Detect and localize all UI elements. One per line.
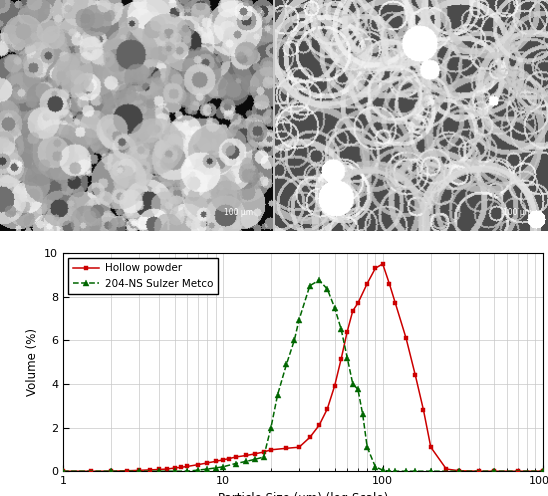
Hollow powder (372, 265, 379, 271)
Hollow powder (156, 466, 163, 472)
204-NS Sulzer Metco (350, 381, 356, 387)
204-NS Sulzer Metco (60, 468, 66, 474)
Hollow powder (364, 281, 370, 287)
204-NS Sulzer Metco (392, 468, 398, 474)
Hollow powder (491, 468, 498, 474)
204-NS Sulzer Metco (184, 468, 191, 474)
Hollow powder (355, 300, 361, 306)
204-NS Sulzer Metco (172, 468, 178, 474)
Hollow powder (350, 308, 356, 314)
Text: 100 μm: 100 μm (503, 208, 533, 217)
204-NS Sulzer Metco (275, 392, 281, 398)
204-NS Sulzer Metco (212, 465, 219, 471)
Text: 100 μm: 100 μm (224, 208, 253, 217)
Y-axis label: Volume (%): Volume (%) (26, 328, 38, 396)
204-NS Sulzer Metco (324, 286, 330, 292)
204-NS Sulzer Metco (539, 468, 546, 474)
Hollow powder (296, 444, 302, 450)
204-NS Sulzer Metco (260, 454, 267, 460)
Hollow powder (427, 444, 434, 450)
Hollow powder (344, 328, 351, 334)
204-NS Sulzer Metco (427, 468, 434, 474)
Hollow powder (316, 423, 322, 429)
204-NS Sulzer Metco (355, 386, 361, 392)
Hollow powder (243, 452, 249, 458)
Hollow powder (164, 466, 171, 472)
Hollow powder (260, 449, 267, 455)
Hollow powder (324, 406, 330, 412)
204-NS Sulzer Metco (316, 277, 322, 283)
Hollow powder (539, 468, 546, 474)
Hollow powder (232, 454, 239, 460)
Line: 204-NS Sulzer Metco: 204-NS Sulzer Metco (60, 277, 546, 474)
Hollow powder (252, 451, 259, 457)
Hollow powder (147, 467, 153, 473)
204-NS Sulzer Metco (359, 412, 366, 418)
Hollow powder (403, 335, 409, 341)
204-NS Sulzer Metco (296, 316, 302, 322)
Hollow powder (88, 468, 94, 474)
204-NS Sulzer Metco (232, 461, 239, 467)
204-NS Sulzer Metco (156, 468, 163, 474)
204-NS Sulzer Metco (455, 468, 462, 474)
X-axis label: Particle Size (μm) (log Scale): Particle Size (μm) (log Scale) (218, 492, 388, 496)
204-NS Sulzer Metco (108, 468, 115, 474)
Line: Hollow powder: Hollow powder (61, 261, 545, 474)
Hollow powder (60, 468, 66, 474)
204-NS Sulzer Metco (338, 326, 345, 332)
Hollow powder (476, 468, 482, 474)
Hollow powder (220, 457, 226, 463)
Legend: Hollow powder, 204-NS Sulzer Metco: Hollow powder, 204-NS Sulzer Metco (68, 258, 218, 294)
204-NS Sulzer Metco (379, 467, 386, 473)
Hollow powder (455, 468, 462, 474)
Hollow powder (184, 463, 191, 469)
204-NS Sulzer Metco (283, 361, 290, 367)
Hollow powder (283, 445, 290, 451)
Hollow powder (412, 372, 419, 378)
Hollow powder (392, 300, 398, 306)
Hollow powder (332, 383, 338, 389)
204-NS Sulzer Metco (291, 337, 298, 343)
Hollow powder (212, 458, 219, 464)
204-NS Sulzer Metco (332, 305, 338, 310)
204-NS Sulzer Metco (267, 425, 274, 431)
204-NS Sulzer Metco (306, 283, 313, 289)
Hollow powder (386, 281, 392, 287)
Hollow powder (108, 468, 115, 474)
204-NS Sulzer Metco (412, 468, 419, 474)
Hollow powder (338, 356, 345, 362)
Hollow powder (306, 434, 313, 440)
204-NS Sulzer Metco (491, 468, 498, 474)
Hollow powder (515, 468, 521, 474)
Hollow powder (226, 455, 233, 461)
Hollow powder (379, 261, 386, 267)
204-NS Sulzer Metco (136, 468, 142, 474)
204-NS Sulzer Metco (344, 355, 351, 361)
204-NS Sulzer Metco (403, 468, 409, 474)
Hollow powder (195, 462, 201, 468)
Hollow powder (443, 466, 449, 472)
204-NS Sulzer Metco (252, 456, 259, 462)
Hollow powder (267, 447, 274, 453)
Hollow powder (178, 464, 185, 470)
204-NS Sulzer Metco (243, 458, 249, 464)
204-NS Sulzer Metco (220, 464, 226, 470)
204-NS Sulzer Metco (372, 464, 379, 470)
Hollow powder (172, 465, 178, 471)
204-NS Sulzer Metco (386, 468, 392, 474)
204-NS Sulzer Metco (195, 467, 201, 473)
Hollow powder (204, 460, 210, 466)
Hollow powder (420, 407, 427, 413)
204-NS Sulzer Metco (204, 466, 210, 472)
204-NS Sulzer Metco (364, 444, 370, 450)
Hollow powder (136, 467, 142, 473)
Hollow powder (123, 468, 130, 474)
